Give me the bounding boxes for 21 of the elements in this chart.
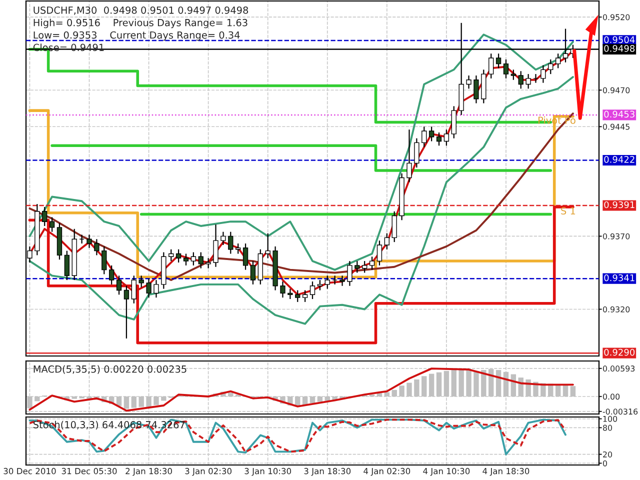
ref-line-label: 0.9391: [604, 201, 634, 208]
ref-line-label: 0.9504: [604, 36, 635, 44]
x-tick-label: 30 Dec 2010: [4, 468, 56, 474]
series-label: S 1: [561, 207, 576, 215]
x-tick-label: 4 Jan 02:30: [364, 468, 410, 476]
x-tick-label: 4 Jan 10:30: [423, 468, 470, 476]
ref-line-label: 0.9422: [604, 156, 634, 163]
ref-line-label: 0.9290: [604, 348, 635, 356]
chart-title: MACD(5,35,5) 0.00220 0.00235: [34, 365, 186, 374]
x-tick-label: 3 Jan 18:30: [304, 468, 351, 476]
annotation: High= 0.9516 Previous Days Range= 1.63: [34, 18, 248, 28]
x-tick-label: 3 Jan 10:30: [244, 468, 292, 476]
ref-line-label: 0.9341: [604, 274, 634, 282]
ref-line-label: 0.9453: [604, 110, 634, 118]
annotation: Low= 0.9353 Current Days Range= 0.34: [34, 31, 240, 41]
x-tick-label: 3 Jan 02:30: [185, 468, 232, 476]
x-tick-label: 2 Jan 18:30: [126, 468, 172, 476]
x-tick-label: 31 Dec 05:30: [62, 468, 117, 474]
ref-line-label: 0.9498: [604, 45, 635, 52]
chart-title: USDCHF,M30 0.9498 0.9501 0.9497 0.9498: [34, 6, 248, 15]
x-tick-label: 4 Jan 18:30: [482, 468, 530, 476]
